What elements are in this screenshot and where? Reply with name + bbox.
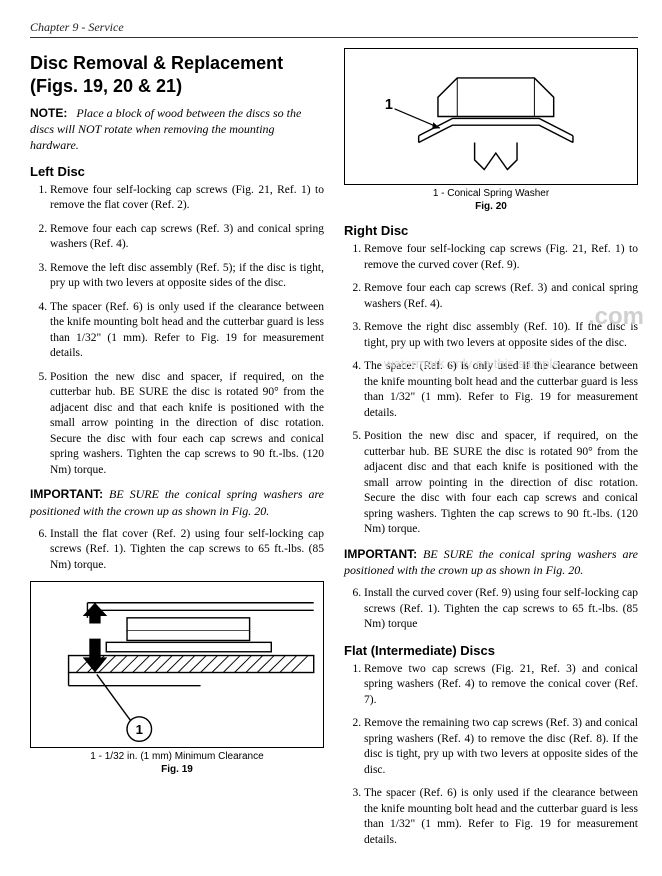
figure-19: 1: [30, 581, 324, 748]
left-steps-cont: Install the flat cover (Ref. 2) using fo…: [30, 527, 324, 574]
note-body: Place a block of wood between the discs …: [30, 106, 301, 152]
fig20-label: Fig. 20: [475, 201, 507, 212]
note-block: NOTE: Place a block of wood between the …: [30, 105, 324, 154]
important-label: IMPORTANT:: [30, 487, 103, 501]
left-step: Position the new disc and spacer, if req…: [50, 370, 324, 479]
right-step: Remove the right disc assembly (Ref. 10)…: [364, 320, 638, 351]
fig19-callout: 1: [136, 722, 143, 737]
important-label: IMPORTANT:: [344, 547, 417, 561]
fig19-label: Fig. 19: [161, 764, 193, 775]
fig19-caption: 1 - 1/32 in. (1 mm) Minimum Clearance Fi…: [30, 750, 324, 776]
fig20-sub: 1 - Conical Spring Washer: [433, 188, 549, 199]
flat-step: The spacer (Ref. 6) is only used if the …: [364, 786, 638, 848]
right-steps-cont: Install the curved cover (Ref. 9) using …: [344, 586, 638, 633]
right-step: Install the curved cover (Ref. 9) using …: [364, 586, 638, 633]
right-step: Remove four each cap screws (Ref. 3) and…: [364, 281, 638, 312]
left-steps: Remove four self-locking cap screws (Fig…: [30, 183, 324, 479]
title-line2: (Figs. 19, 20 & 21): [30, 76, 182, 96]
left-step: Remove four each cap screws (Ref. 3) and…: [50, 222, 324, 253]
right-step: Remove four self-locking cap screws (Fig…: [364, 242, 638, 273]
fig20-caption: 1 - Conical Spring Washer Fig. 20: [344, 187, 638, 213]
left-disc-heading: Left Disc: [30, 164, 324, 179]
important-left: IMPORTANT: BE SURE the conical spring wa…: [30, 486, 324, 518]
right-disc-heading: Right Disc: [344, 223, 638, 238]
left-step: Remove the left disc assembly (Ref. 5); …: [50, 261, 324, 292]
right-step: The spacer (Ref. 6) is only used if the …: [364, 359, 638, 421]
important-right: IMPORTANT: BE SURE the conical spring wa…: [344, 546, 638, 578]
figure-20: 1: [344, 48, 638, 185]
page-title: Disc Removal & Replacement (Figs. 19, 20…: [30, 52, 324, 97]
fig19-sub: 1 - 1/32 in. (1 mm) Minimum Clearance: [90, 751, 263, 762]
chapter-header: Chapter 9 - Service: [30, 20, 638, 38]
left-step: Install the flat cover (Ref. 2) using fo…: [50, 527, 324, 574]
flat-step: Remove the remaining two cap screws (Ref…: [364, 716, 638, 778]
flat-disc-heading: Flat (Intermediate) Discs: [344, 643, 638, 658]
flat-steps: Remove two cap screws (Fig. 21, Ref. 3) …: [344, 662, 638, 849]
right-steps: Remove four self-locking cap screws (Fig…: [344, 242, 638, 538]
note-label: NOTE:: [30, 106, 67, 120]
left-step: The spacer (Ref. 6) is only used if the …: [50, 300, 324, 362]
left-step: Remove four self-locking cap screws (Fig…: [50, 183, 324, 214]
title-line1: Disc Removal & Replacement: [30, 53, 283, 73]
fig20-callout: 1: [385, 97, 393, 113]
right-step: Position the new disc and spacer, if req…: [364, 429, 638, 538]
flat-step: Remove two cap screws (Fig. 21, Ref. 3) …: [364, 662, 638, 709]
